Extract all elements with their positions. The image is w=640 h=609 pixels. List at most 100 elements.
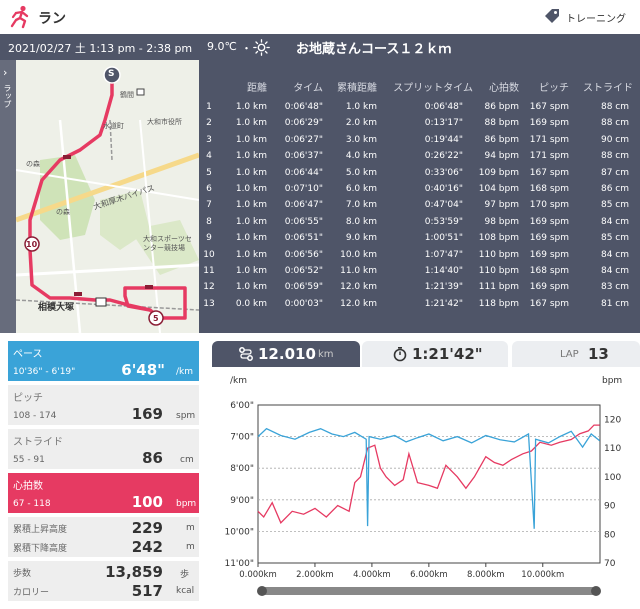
table-cell: 169 spm <box>529 233 569 244</box>
table-cell: 1.0 km <box>235 249 267 260</box>
pace-stat[interactable]: ペース 10'36" - 6'19" 6'48" /km <box>8 341 199 381</box>
table-cell: 169 spm <box>529 118 569 129</box>
pace-range: 10'36" - 6'19" <box>13 367 76 377</box>
table-cell: 8.0 km <box>345 216 377 227</box>
elevation-up-value: 229 <box>131 519 163 537</box>
table-row[interactable]: 10 1.0 km 0:06'56" 10.0 km 1:07'47" 110 bpm 16… <box>199 250 640 268</box>
table-cell: 86 cm <box>600 184 629 194</box>
column-header: 累積距離 <box>337 83 377 94</box>
start-marker-label: S <box>108 69 115 79</box>
table-cell: 86 bpm <box>484 134 519 145</box>
table-cell: 9 <box>206 233 212 244</box>
table-row[interactable]: 2 1.0 km 0:06'29" 2.0 km 0:13'17" 88 bpm 169 s… <box>199 118 640 136</box>
table-row[interactable]: 7 1.0 km 0:06'47" 7.0 km 0:47'04" 97 bpm 170 s… <box>199 200 640 218</box>
training-link[interactable]: トレーニング <box>566 14 626 25</box>
table-cell: 0:06'51" <box>284 233 323 244</box>
table-row[interactable]: 3 1.0 km 0:06'27" 3.0 km 0:19'44" 86 bpm 171 s… <box>199 135 640 153</box>
y-axis-label-left: /km <box>230 376 247 386</box>
range-slider-track <box>258 587 600 595</box>
lap-marker <box>74 292 82 296</box>
table-cell: 1:00'51" <box>424 233 463 244</box>
table-cell: 0:26'22" <box>424 151 463 162</box>
table-row[interactable]: 6 1.0 km 0:07'10" 6.0 km 0:40'16" 104 bpm 168 … <box>199 184 640 202</box>
table-row[interactable]: 13 0.0 km 0:00'03" 12.0 km 1:21'42" 118 bpm 16… <box>199 299 640 317</box>
pace-unit: /km <box>176 367 194 377</box>
heart-rate-range: 67 - 118 <box>13 499 51 509</box>
pitch-stat[interactable]: ピッチ 108 - 174 169 spm <box>8 385 199 425</box>
table-cell: 88 cm <box>600 102 629 112</box>
table-cell: 1.0 km <box>235 167 267 178</box>
table-cell: 83 cm <box>600 282 629 293</box>
elevation-up-unit: m <box>186 523 195 533</box>
table-row[interactable]: 4 1.0 km 0:06'37" 4.0 km 0:26'22" 94 bpm 171 s… <box>199 151 640 169</box>
table-cell: 2.0 km <box>345 118 377 129</box>
table-header-row: 距離 タイム 累積距離 スプリットタイム 心拍数 ピッチ ストライド <box>199 79 640 97</box>
tab-time[interactable]: 1:21'42" <box>362 341 508 367</box>
y-tick-label-right: 100 <box>604 473 621 483</box>
table-cell: 110 bpm <box>478 266 519 276</box>
table-cell: 1:07'47" <box>424 249 463 260</box>
table-cell: 118 bpm <box>478 298 519 309</box>
workout-info-bar: 2021/02/27 土 1:13 pm - 2:38 pm 9.0℃ ・ お地… <box>0 34 640 60</box>
table-row[interactable]: 11 1.0 km 0:06'52" 11.0 km 1:14'40" 110 bpm 16… <box>199 266 640 284</box>
chevron-right-icon: › <box>3 66 8 79</box>
table-row[interactable]: 12 1.0 km 0:06'59" 12.0 km 1:21'39" 111 bpm 16… <box>199 282 640 300</box>
pace-label: ペース <box>13 349 43 360</box>
pitch-label: ピッチ <box>13 393 43 404</box>
table-cell: 0:06'44" <box>284 167 323 178</box>
table-cell: 13 <box>203 298 215 309</box>
column-header: 心拍数 <box>489 83 519 94</box>
table-cell: 1.0 km <box>235 151 267 162</box>
table-cell: 0:07'10" <box>284 184 323 194</box>
lap-count: 13 <box>588 345 609 363</box>
table-cell: 1.0 km <box>235 118 267 129</box>
table-cell: 168 spm <box>529 184 569 194</box>
table-cell: 1 <box>206 102 212 112</box>
elevation-down-unit: m <box>186 542 195 552</box>
table-cell: 1:14'40" <box>424 266 463 276</box>
railway <box>15 299 199 311</box>
table-row[interactable]: 9 1.0 km 0:06'51" 9.0 km 1:00'51" 108 bpm 169 … <box>199 233 640 251</box>
pace-value: 6'48" <box>121 361 165 379</box>
chart-tabs: 12.010 km 1:21'42" LAP 13 <box>212 341 640 367</box>
table-cell: 88 bpm <box>484 118 519 129</box>
table-cell: 8 <box>206 216 212 227</box>
table-cell: 0:19'44" <box>424 134 463 145</box>
elevation-up-label: 累積上昇高度 <box>13 525 68 535</box>
laps-table: 距離 タイム 累積距離 スプリットタイム 心拍数 ピッチ ストライド 1 1.0 … <box>199 60 640 333</box>
table-cell: 3.0 km <box>345 134 377 145</box>
elevation-down-label: 累積下降高度 <box>13 544 68 554</box>
park-area <box>130 220 199 275</box>
table-cell: 0:00'03" <box>284 298 323 309</box>
tab-distance[interactable]: 12.010 km <box>212 341 360 367</box>
km-marker-10-label: 10 <box>26 240 38 249</box>
x-tick-label: 0.000km <box>239 570 277 580</box>
tab-lap[interactable]: LAP 13 <box>512 341 640 367</box>
table-cell: 11 <box>203 266 215 276</box>
route-icon <box>239 347 253 361</box>
route-map[interactable]: S 10 5 鶴間 大和市役所 水道町 の森 の森 大和厚木バイパス 大和スポー… <box>0 60 199 333</box>
steps-calories-stat: 歩数 13,859 歩 カロリー 517 kcal <box>8 561 199 601</box>
x-tick-label: 2.000km <box>296 570 334 580</box>
heart-rate-stat[interactable]: 心拍数 67 - 118 100 bpm <box>8 473 199 513</box>
table-row[interactable]: 1 1.0 km 0:06'48" 1.0 km 0:06'48" 86 bpm 167 s… <box>199 102 640 120</box>
highway-road <box>15 152 199 223</box>
pitch-unit: spm <box>176 411 196 421</box>
table-cell: 81 cm <box>600 298 629 309</box>
table-cell: 90 cm <box>600 134 629 145</box>
table-cell: 5.0 km <box>345 167 377 178</box>
tag-icon[interactable] <box>543 7 561 25</box>
table-cell: 84 cm <box>600 216 629 227</box>
table-row[interactable]: 8 1.0 km 0:06'55" 8.0 km 0:53'59" 98 bpm 169 s… <box>199 217 640 235</box>
table-row[interactable]: 5 1.0 km 0:06'44" 5.0 km 0:33'06" 109 bpm 167 … <box>199 168 640 186</box>
lap-panel-toggle[interactable]: › ラップ <box>0 60 16 333</box>
table-cell: 0:06'27" <box>284 134 323 145</box>
stride-stat[interactable]: ストライド 55 - 91 86 cm <box>8 429 199 469</box>
table-cell: 0:13'17" <box>424 118 463 129</box>
table-cell: 5 <box>206 167 212 178</box>
column-header: ストライド <box>583 83 633 94</box>
heart-rate-series <box>257 424 600 524</box>
y-tick-label-left: 8'00" <box>230 464 254 474</box>
pace-heart-rate-chart[interactable]: 6'00" 7'00" 8'00" 9'00" 10'00" 11'00" 120 110 10… <box>212 367 640 605</box>
distance-unit: km <box>318 349 334 360</box>
